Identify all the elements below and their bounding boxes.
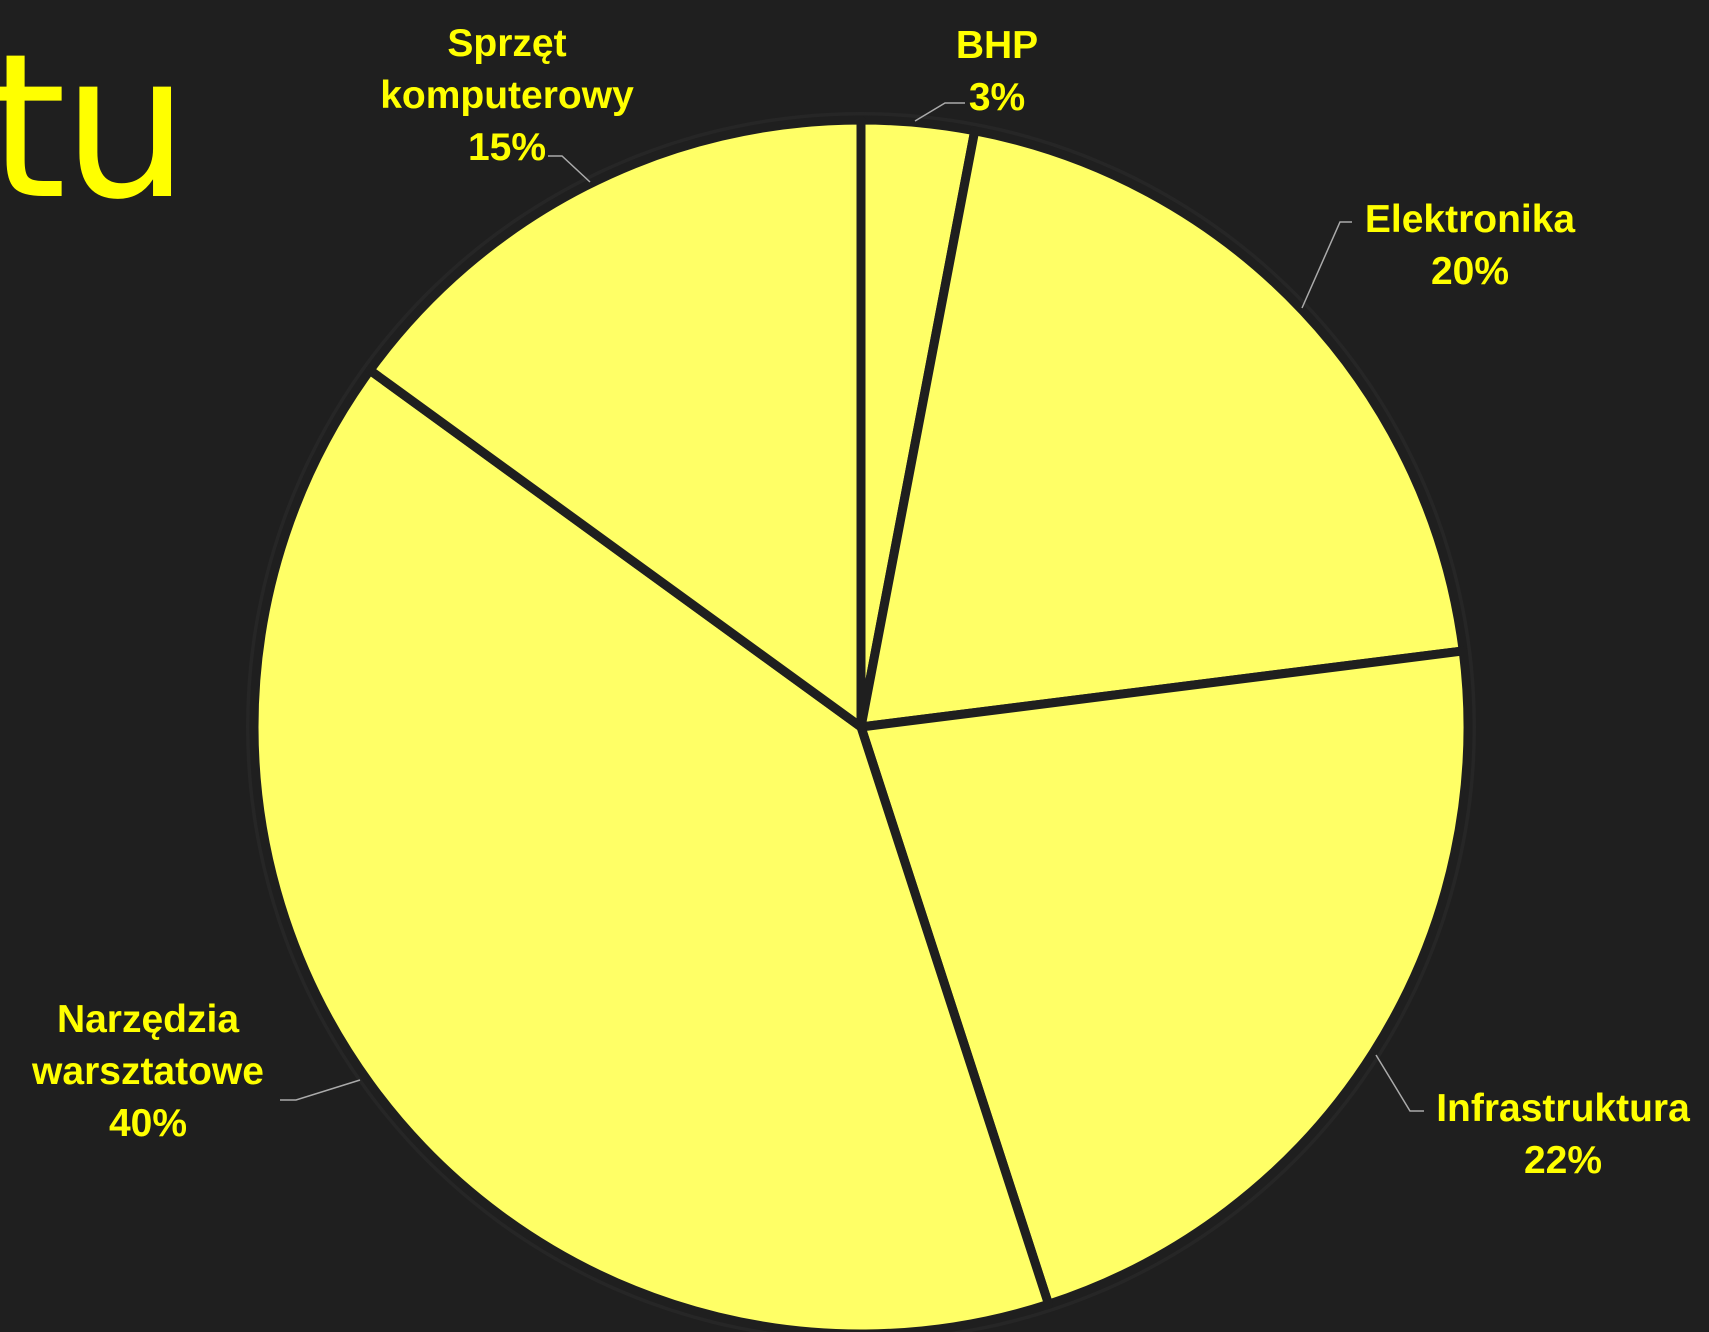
leader-line-sprzet-komputerowy xyxy=(548,155,591,183)
pie-slice-infrastruktura xyxy=(856,646,1473,1309)
slice-category-label: warsztatowe xyxy=(31,1050,264,1093)
slice-category-label: Sprzęt xyxy=(447,22,566,65)
leader-line-infrastruktura xyxy=(1375,1054,1424,1112)
slice-category-label: komputerowy xyxy=(380,74,634,117)
leader-line-bhp xyxy=(914,102,965,122)
slice-label-narzedzia-warsztatowe: Narzędzia warsztatowe 40% xyxy=(31,998,264,1145)
slice-value-label: 20% xyxy=(1431,250,1509,293)
slice-category-label: Infrastruktura xyxy=(1436,1087,1690,1130)
slice-category-label: BHP xyxy=(956,24,1038,67)
slice-value-label: 22% xyxy=(1524,1139,1602,1182)
chart-title-fragment: tu xyxy=(0,11,189,244)
slice-label-bhp: BHP 3% xyxy=(956,24,1038,119)
leader-line-narzedzia-warsztatowe xyxy=(280,1079,361,1101)
slice-label-sprzet-komputerowy: Sprzęt komputerowy 15% xyxy=(380,22,634,169)
slice-value-label: 3% xyxy=(969,76,1025,119)
slice-labels: BHP 3% Elektronika 20% Infrastruktura 22% Narz… xyxy=(31,22,1690,1182)
slice-value-label: 15% xyxy=(468,126,546,169)
pie-slice-narzedzia-warsztatowe xyxy=(249,365,1054,1332)
slice-label-elektronika: Elektronika 20% xyxy=(1365,198,1576,293)
pie-slice-elektronika xyxy=(856,126,1468,732)
pie-slice-sprzet-komputerowy xyxy=(365,115,866,732)
slice-value-label: 40% xyxy=(109,1102,187,1145)
slice-label-infrastruktura: Infrastruktura 22% xyxy=(1436,1087,1690,1182)
leader-lines xyxy=(280,102,1424,1112)
leader-line-elektronika xyxy=(1301,221,1352,309)
slice-category-label: Elektronika xyxy=(1365,198,1576,241)
pie-slices xyxy=(249,115,1473,1332)
slice-category-label: Narzędzia xyxy=(57,998,239,1041)
